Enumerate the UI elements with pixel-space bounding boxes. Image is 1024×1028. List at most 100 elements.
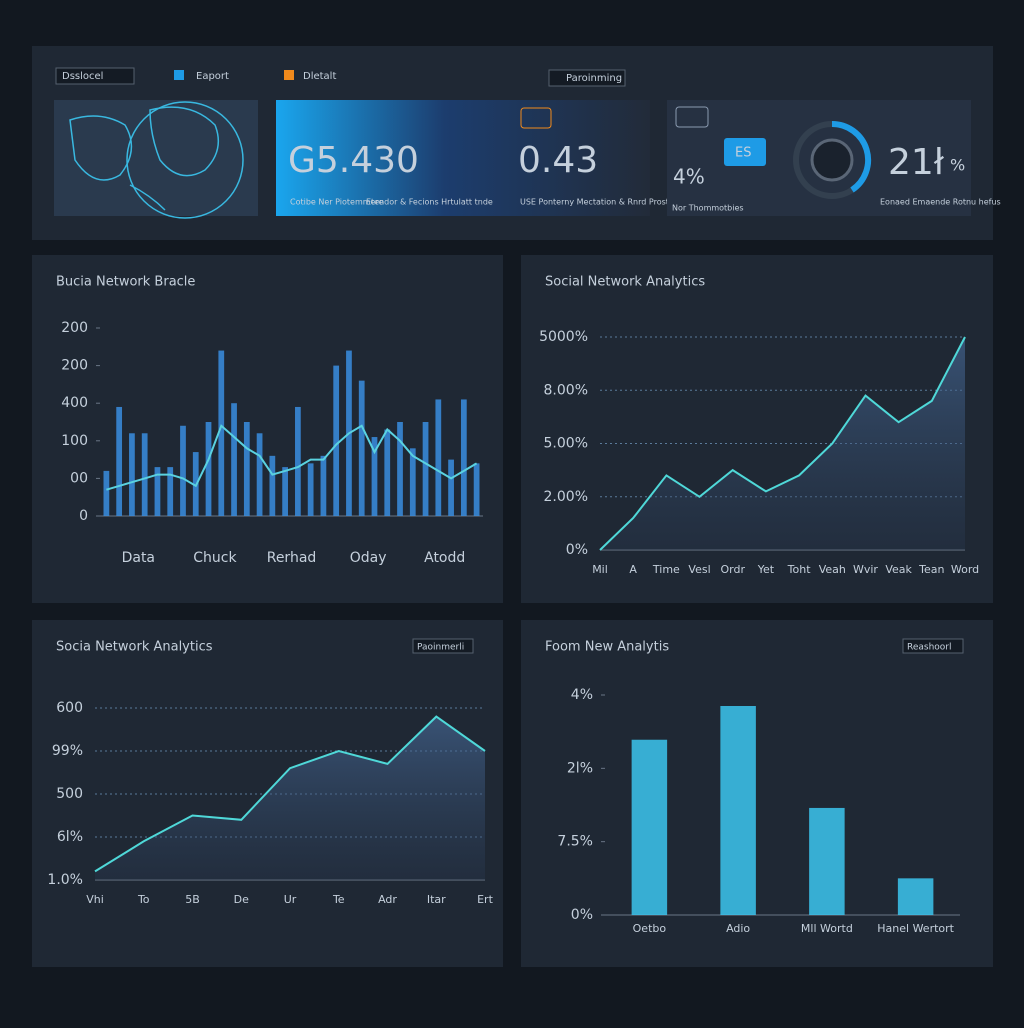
y-tick-label: 0: [79, 508, 88, 524]
bar: [269, 455, 276, 516]
y-tick-label: 99%: [52, 743, 83, 759]
bar: [282, 467, 288, 516]
y-tick-label: 200: [61, 320, 88, 336]
bar: [205, 422, 212, 516]
export-icon: [174, 70, 184, 80]
bar: [720, 706, 756, 915]
bar: [167, 467, 174, 516]
panel-button[interactable]: [412, 638, 474, 654]
bar: [809, 807, 845, 915]
y-tick-label: 7.5%: [557, 834, 593, 850]
top-button-label: Paroinming: [566, 73, 622, 84]
kpi-icon: [520, 107, 552, 129]
bar: [473, 463, 480, 516]
kpi-caption: Etendor & Fecions Hrtulatt tnde: [366, 198, 493, 207]
y-tick-label: 6l%: [57, 829, 83, 845]
bar: [320, 455, 327, 516]
badge-label: ES: [735, 146, 751, 161]
y-tick-label: 100: [61, 433, 88, 449]
bar: [141, 433, 148, 516]
gauge-hub: [810, 138, 854, 182]
kpi-value: G5.430: [288, 140, 419, 181]
x-tick-label: Oetbo: [633, 922, 667, 935]
bar: [435, 399, 442, 516]
bar: [371, 437, 378, 516]
bar: [631, 739, 668, 915]
detail-tab[interactable]: Dletalt: [303, 71, 336, 82]
x-tick-label: Mil: [592, 563, 608, 576]
x-tick-label: 5B: [185, 893, 200, 906]
x-tick-label: To: [137, 893, 150, 906]
kpi-caption: Nor Thommotbies: [672, 204, 744, 213]
kpi-caption: USE Ponterny Mectation & Rnrd Prostom: [520, 198, 682, 207]
x-group-label: Atodd: [424, 550, 465, 566]
y-tick-label: 5.00%: [544, 436, 588, 452]
bar: [307, 463, 314, 516]
x-tick-label: Vhi: [86, 893, 104, 906]
gauge-value: 21ł: [888, 142, 945, 183]
x-tick-label: Itar: [427, 893, 446, 906]
x-tick-label: Te: [332, 893, 345, 906]
top-button[interactable]: [548, 69, 626, 87]
bar: [231, 403, 237, 516]
bar: [409, 448, 416, 516]
y-tick-label: 8.00%: [544, 382, 588, 398]
y-tick-label: 2.00%: [544, 489, 588, 505]
bar: [384, 429, 391, 516]
x-tick-label: Veah: [819, 563, 846, 576]
bar: [448, 459, 454, 516]
badge: [724, 138, 766, 166]
x-tick-label: Time: [652, 563, 680, 576]
y-tick-label: 5000%: [539, 329, 588, 345]
line: [599, 336, 966, 551]
y-tick-label: 4%: [571, 687, 593, 703]
panel-title: Bucia Network Bracle: [56, 275, 195, 290]
x-tick-label: Yet: [757, 563, 775, 576]
x-tick-label: Adr: [378, 893, 397, 906]
map-shapes: [69, 101, 244, 219]
dropdown[interactable]: [55, 67, 135, 85]
bar: [103, 470, 110, 516]
kpi-caption: Cotibe Ner Piotemmere: [290, 198, 384, 207]
y-tick-label: 400: [61, 395, 88, 411]
bar: [358, 380, 365, 516]
y-tick-label: 200: [61, 358, 88, 374]
bar: [129, 433, 135, 516]
area: [95, 716, 485, 880]
x-tick-label: Ert: [477, 893, 493, 906]
map-card: [54, 100, 258, 216]
x-tick-label: Vesl: [688, 563, 710, 576]
panel-title: Socia Network Analytics: [56, 640, 213, 655]
x-tick-label: De: [234, 893, 249, 906]
bar: [180, 425, 186, 516]
x-group-label: Rerhad: [267, 550, 317, 566]
panel-button-label: Reashoorl: [907, 643, 952, 653]
x-tick-label: Mll Wortd: [801, 922, 853, 935]
dropdown-label: Dsslocel: [62, 71, 103, 82]
y-tick-label: 2l%: [567, 760, 593, 776]
kpi-icon: [675, 106, 709, 128]
bar: [897, 878, 934, 915]
panel-title: Foom New Analytis: [545, 640, 669, 655]
gauge-caption: Eonaed Emaende Rotnu hefus: [880, 198, 1001, 207]
y-tick-label: 600: [56, 700, 83, 716]
x-group-label: Data: [122, 550, 155, 566]
kpi-card: [276, 100, 650, 216]
gauge-arc: [831, 120, 872, 193]
panel-title: Social Network Analytics: [545, 275, 705, 290]
x-group-label: Oday: [350, 550, 387, 566]
bar: [333, 365, 340, 516]
x-group-label: Chuck: [193, 550, 237, 566]
gauge-unit: %: [950, 156, 965, 175]
x-tick-label: Word: [951, 563, 979, 576]
bar: [154, 467, 161, 516]
panel-button[interactable]: [902, 638, 964, 654]
bar: [397, 422, 403, 516]
export-tab[interactable]: Eaport: [196, 71, 229, 82]
bar: [460, 399, 467, 516]
y-tick-label: 500: [56, 786, 83, 802]
bar: [116, 406, 123, 516]
bar: [422, 422, 429, 516]
